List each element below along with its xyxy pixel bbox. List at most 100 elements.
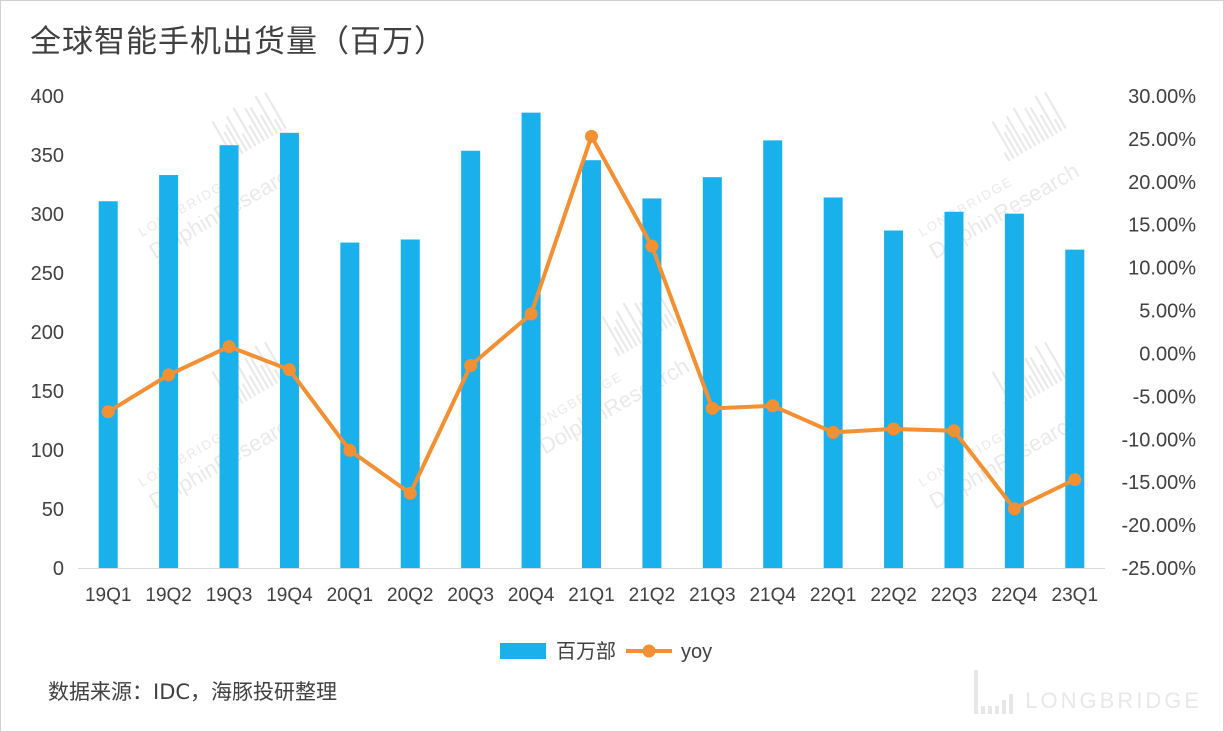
- watermark-bar: [1005, 115, 1028, 152]
- watermark-bar: [241, 132, 253, 150]
- legend-bar-swatch: [500, 643, 546, 659]
- y-right-tick-label: -20.00%: [1122, 515, 1197, 537]
- x-tick-label-21Q1: 21Q1: [568, 585, 614, 606]
- bar-20Q4: [521, 112, 541, 568]
- watermark-bar: [1029, 106, 1050, 140]
- y-right-tick-label: 30.00%: [1128, 86, 1196, 108]
- axis-layer: 0 50 100 150 200 250 300 350 400 -25.00% -20.00% -1…: [31, 86, 1197, 606]
- watermark-bar: [613, 346, 621, 357]
- watermark-bar: [1028, 124, 1041, 145]
- watermark-bar: [244, 107, 266, 142]
- brand-watermark-text: LONGBRIDGE: [1025, 688, 1202, 713]
- y-right-tick-label: -25.00%: [1122, 558, 1197, 580]
- x-tick-label-22Q3: 22Q3: [931, 585, 977, 606]
- bar-21Q1: [582, 160, 601, 568]
- legend-line-marker: [642, 644, 656, 658]
- watermark-bar: [1029, 356, 1050, 390]
- bar-22Q4: [1004, 213, 1024, 568]
- x-tick-label-23Q1: 23Q1: [1052, 585, 1098, 606]
- watermark-bar: [1004, 124, 1024, 155]
- yoy-point-19Q3: [222, 340, 236, 354]
- bar-22Q2: [884, 230, 904, 568]
- watermark-bar: [249, 356, 270, 390]
- watermark-bar: [1044, 341, 1067, 380]
- watermark-bar: [254, 345, 279, 385]
- bar-19Q1: [98, 201, 118, 569]
- x-tick-label-20Q2: 20Q2: [387, 585, 433, 606]
- y-right-tick-label: 5.00%: [1139, 301, 1196, 323]
- bar-21Q2: [642, 198, 662, 568]
- yoy-point-22Q3: [947, 424, 961, 438]
- watermark-bar: [1028, 374, 1041, 395]
- watermark-bar: [241, 382, 253, 400]
- watermark-bar: [225, 115, 248, 152]
- watermark-bar: [1012, 107, 1037, 147]
- yoy-point-21Q1: [585, 129, 598, 143]
- source-note: 数据来源：IDC，海豚投研整理: [48, 680, 338, 704]
- bar-22Q1: [823, 197, 843, 569]
- watermark-bar: [1053, 368, 1063, 382]
- x-tick-label-22Q4: 22Q4: [991, 585, 1038, 606]
- x-tick-label-22Q2: 22Q2: [870, 585, 916, 606]
- y-left-tick-label: 0: [53, 558, 64, 580]
- yoy-point-23Q1: [1068, 473, 1082, 487]
- brand-bars-icon: [974, 670, 1014, 714]
- watermark-bar: [622, 302, 647, 342]
- x-tick-label-21Q2: 21Q2: [629, 585, 675, 606]
- watermark-bar: [1034, 345, 1059, 385]
- watermark-bar: [244, 357, 266, 392]
- legend-line-label: yoy: [681, 641, 712, 663]
- yoy-point-21Q3: [705, 401, 719, 415]
- x-tick-label-20Q3: 20Q3: [447, 585, 493, 606]
- watermark-bar: [1034, 95, 1059, 135]
- bar-19Q4: [279, 132, 299, 569]
- y-left-tick-label: 50: [42, 499, 64, 521]
- watermark-bar: [991, 120, 1015, 160]
- watermark-bar: [1003, 131, 1020, 157]
- watermark-bar: [248, 374, 261, 395]
- bar-20Q1: [340, 242, 360, 568]
- x-tick-label-20Q1: 20Q1: [327, 585, 373, 606]
- y-right-tick-label: -10.00%: [1122, 429, 1197, 451]
- brand-watermark: LONGBRIDGE: [974, 670, 1202, 714]
- watermark-bar: [232, 357, 257, 397]
- watermark-bar: [1024, 357, 1046, 392]
- watermark-bar: [1039, 114, 1054, 137]
- y-left-tick-label: 300: [31, 204, 64, 226]
- watermark-bar: [1024, 107, 1046, 142]
- x-tick-label-19Q2: 19Q2: [145, 585, 191, 606]
- x-tick-label-19Q1: 19Q1: [85, 585, 131, 606]
- watermark-bar: [614, 319, 634, 350]
- chart-title: 全球智能手机出货量（百万）: [30, 24, 446, 60]
- bar-21Q3: [702, 177, 722, 568]
- watermark-bar: [232, 107, 257, 147]
- bar-19Q3: [219, 145, 239, 568]
- watermark-bar: [1044, 91, 1067, 130]
- watermark-bar: [663, 313, 673, 327]
- bar-22Q3: [944, 211, 964, 568]
- watermark-bar: [249, 106, 270, 140]
- legend: 百万部 yoy: [500, 639, 712, 663]
- yoy-point-20Q1: [343, 443, 357, 457]
- watermark-bar: [615, 310, 638, 347]
- y-right-tick-label: 0.00%: [1139, 343, 1196, 365]
- y-left-tick-label: 400: [31, 86, 64, 108]
- x-tick-label-19Q4: 19Q4: [266, 585, 313, 606]
- legend-bar-label: 百万部: [556, 639, 616, 663]
- watermark-bar: [601, 315, 625, 355]
- bars-layer: [98, 112, 1085, 569]
- y-right-tick-label: 15.00%: [1128, 215, 1196, 237]
- bar-21Q4: [763, 140, 783, 569]
- yoy-point-19Q4: [282, 363, 296, 377]
- x-tick-label-21Q3: 21Q3: [689, 585, 735, 606]
- y-right-tick-label: 25.00%: [1128, 129, 1196, 151]
- x-tick-label-20Q4: 20Q4: [508, 585, 555, 606]
- y-right-tick-label: -5.00%: [1133, 386, 1197, 408]
- yoy-point-22Q2: [887, 422, 901, 436]
- x-tick-label-22Q1: 22Q1: [810, 585, 856, 606]
- y-right-tick-label: 20.00%: [1128, 172, 1196, 194]
- x-tick-label-21Q4: 21Q4: [749, 585, 796, 606]
